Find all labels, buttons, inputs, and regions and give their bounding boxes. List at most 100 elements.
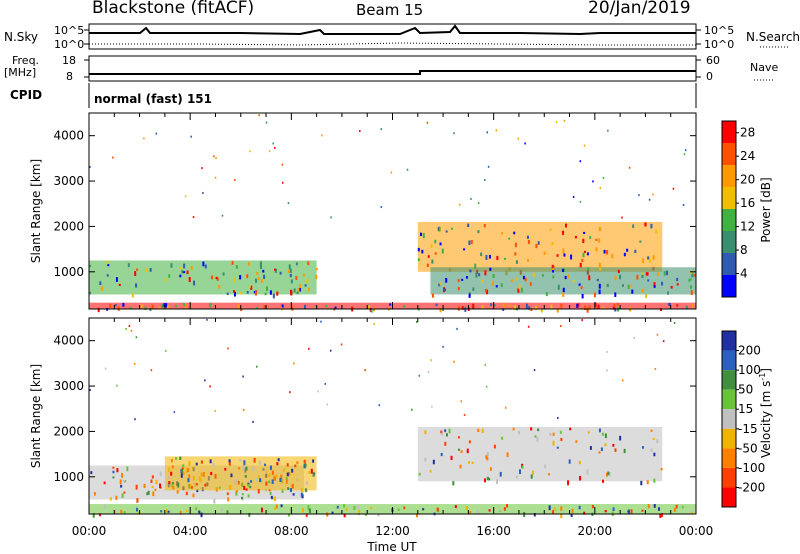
colorbar-frame [721, 120, 737, 298]
data-cell [418, 472, 421, 476]
data-cell [260, 507, 263, 513]
nsky-bottom-tick: 10^0 [54, 38, 84, 51]
data-cell [232, 290, 235, 293]
scatter-point [215, 157, 217, 160]
data-cell [295, 262, 298, 266]
data-cell [551, 264, 554, 270]
scatter-point [599, 186, 602, 189]
data-cell [486, 452, 489, 457]
scatter-point [463, 413, 466, 416]
data-cell [690, 509, 693, 513]
data-cell [377, 513, 380, 517]
data-cell [155, 479, 158, 485]
scatter-point [628, 166, 631, 169]
scatter-point [134, 418, 136, 421]
data-cell [204, 483, 207, 487]
data-cell [689, 285, 692, 289]
data-cell [631, 289, 634, 294]
nsearch-top-tick: 10^5 [704, 24, 734, 37]
colorbar-segment [722, 487, 736, 507]
date-title: 20/Jan/2019 [588, 0, 691, 18]
data-cell [304, 304, 307, 309]
freq-trace [89, 70, 696, 75]
data-cell [641, 272, 644, 276]
scatter-point [155, 132, 158, 135]
data-cell [115, 495, 118, 500]
data-cell [135, 484, 138, 490]
data-cell [294, 464, 297, 468]
data-cell [571, 508, 574, 514]
data-cell [389, 303, 392, 306]
scatter-point [274, 146, 276, 149]
data-cell [560, 506, 563, 511]
data-cell [567, 274, 570, 279]
data-cell [663, 271, 666, 276]
data-cell [685, 305, 688, 310]
colorbar-tick-label: 100 [738, 363, 761, 377]
scatter-point [563, 119, 566, 122]
data-cell [606, 249, 609, 255]
data-cell [305, 481, 308, 485]
data-cell [253, 291, 256, 294]
data-cell [461, 278, 464, 281]
data-cell [530, 427, 533, 431]
data-cell [589, 446, 592, 450]
scatter-point [656, 333, 659, 336]
scatter-point [555, 121, 558, 124]
data-cell [619, 435, 622, 441]
data-cell [556, 254, 559, 257]
data-cell [216, 277, 219, 281]
data-cell [188, 277, 191, 282]
data-cell [612, 306, 615, 310]
scatter-point [89, 388, 91, 391]
data-cell [424, 457, 427, 462]
data-cell [551, 242, 554, 246]
data-cell [578, 283, 581, 286]
scatter-point [213, 155, 215, 158]
scatter-point [638, 194, 640, 197]
data-cell [264, 463, 267, 466]
data-cell [676, 304, 679, 307]
colorbar-frame [721, 330, 737, 508]
data-cell [535, 243, 538, 249]
scatter-point [406, 168, 409, 171]
data-cell [204, 264, 207, 269]
data-cell [530, 474, 533, 479]
data-cell [525, 303, 528, 309]
data-cell [255, 477, 258, 482]
data-cell [166, 509, 169, 513]
data-cell [364, 513, 367, 516]
colorbar-tick-label: 4 [740, 267, 748, 281]
data-cell [134, 271, 137, 277]
scatter-point [524, 142, 526, 145]
data-cell [345, 508, 348, 511]
data-cell [259, 264, 262, 269]
data-cell [224, 467, 227, 471]
data-cell [502, 308, 505, 311]
data-cell [277, 458, 280, 462]
data-cell [460, 450, 463, 454]
data-cell [689, 278, 692, 281]
data-cell [432, 459, 435, 465]
data-cell [640, 480, 643, 486]
data-cell [326, 512, 329, 517]
data-cell [358, 510, 361, 516]
scatter-point [592, 180, 594, 183]
data-cell [435, 303, 438, 307]
data-cell [275, 504, 278, 509]
scatter-point [453, 360, 455, 363]
data-cell [246, 274, 249, 279]
data-cell [691, 272, 694, 278]
scatter-point [373, 323, 375, 326]
scatter-point [202, 191, 204, 194]
data-cell [308, 508, 311, 514]
data-cell [120, 484, 123, 488]
data-cell [279, 271, 282, 275]
scatter-point [662, 340, 665, 343]
data-cell [586, 469, 589, 475]
scatter-point [606, 350, 608, 353]
data-cell [343, 513, 346, 518]
scatter-point [364, 369, 366, 372]
data-cell [273, 507, 276, 510]
y-tick-label: 1000 [53, 470, 84, 484]
